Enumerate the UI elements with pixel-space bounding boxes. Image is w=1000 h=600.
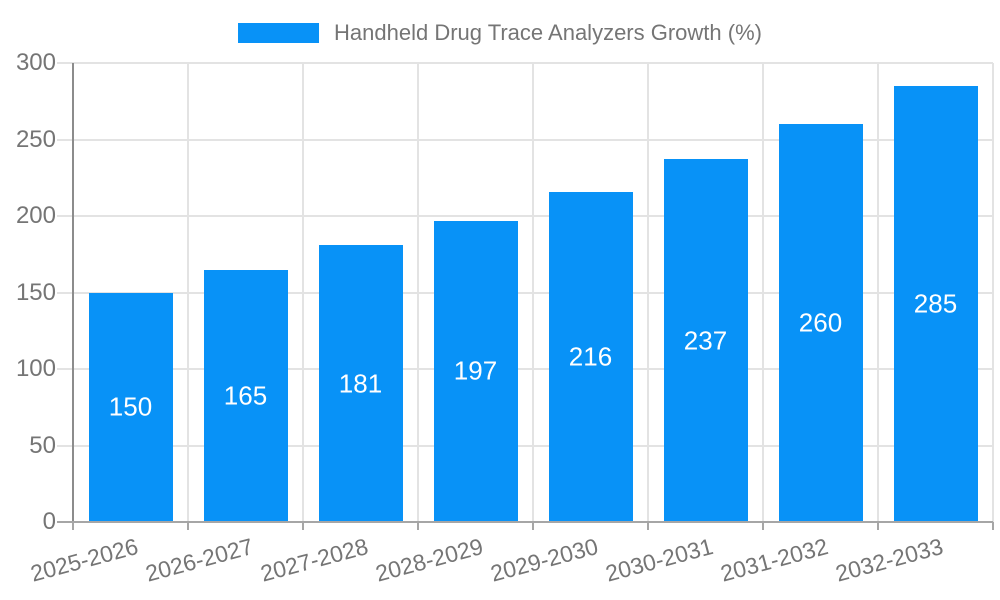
y-axis-tick-label: 0 [42, 508, 56, 535]
x-axis-line [57, 521, 993, 523]
x-axis-tick-label: 2030-2031 [602, 533, 716, 587]
x-axis-tick-label: 2031-2032 [717, 533, 831, 587]
bar-value-label: 197 [453, 355, 498, 386]
bar[interactable]: 260 [778, 124, 863, 522]
legend-color-swatch [238, 23, 320, 43]
x-axis-tick [992, 522, 994, 530]
x-axis-tick-label: 2029-2030 [487, 533, 601, 587]
y-axis-tick-label: 100 [15, 355, 56, 382]
x-gridline [302, 63, 304, 522]
bar[interactable]: 150 [88, 292, 173, 522]
x-gridline [992, 63, 994, 522]
x-gridline [762, 63, 764, 522]
bar-value-label: 260 [798, 307, 843, 338]
y-gridline [57, 62, 993, 64]
y-axis-tick-label: 50 [29, 431, 56, 459]
x-axis-tick-label: 2027-2028 [257, 533, 371, 587]
bar[interactable]: 216 [548, 191, 633, 522]
bar-value-label: 181 [338, 368, 383, 399]
chart-title: Handheld Drug Trace Analyzers Growth (%) [334, 20, 762, 45]
bar-value-label: 165 [223, 380, 268, 411]
x-axis-tick [532, 522, 534, 530]
x-gridline [877, 63, 879, 522]
y-gridline [57, 368, 993, 370]
x-gridline [647, 63, 649, 522]
bar[interactable]: 197 [433, 220, 518, 522]
bar[interactable]: 285 [893, 85, 978, 522]
x-axis-tick-label: 2028-2029 [372, 533, 486, 587]
y-axis-tick-label: 200 [15, 202, 56, 229]
y-axis-line [72, 63, 74, 530]
x-axis-tick [302, 522, 304, 530]
x-axis-tick [762, 522, 764, 530]
x-axis-tick [72, 522, 74, 530]
x-axis-tick [877, 522, 879, 530]
x-axis-tick [417, 522, 419, 530]
x-gridline [187, 63, 189, 522]
chart-legend-item[interactable]: Handheld Drug Trace Analyzers Growth (%) [238, 20, 762, 46]
bar-value-label: 285 [913, 288, 958, 319]
x-axis-tick-label: 2032-2033 [832, 533, 946, 587]
x-gridline [532, 63, 534, 522]
y-axis-tick-label: 300 [15, 49, 56, 76]
y-axis-tick-label: 150 [15, 278, 56, 306]
x-axis-tick-label: 2025-2026 [27, 533, 141, 587]
y-axis-tick-label: 250 [15, 125, 56, 153]
x-axis-tick [187, 522, 189, 530]
y-gridline [57, 444, 993, 447]
y-gridline [57, 215, 993, 217]
bar-value-label: 237 [683, 325, 728, 356]
plot-area: 150 165 181 197 216 237 260 285 [57, 62, 994, 530]
bar[interactable]: 165 [203, 269, 288, 522]
x-axis-tick-label: 2026-2027 [142, 533, 256, 587]
bar-value-label: 216 [568, 341, 613, 372]
y-gridline [57, 291, 993, 294]
bar-value-label: 150 [108, 391, 153, 422]
x-gridline [417, 63, 419, 522]
x-axis-tick [647, 522, 649, 530]
bar[interactable]: 181 [318, 245, 403, 522]
bar[interactable]: 237 [663, 159, 748, 522]
y-gridline [57, 138, 993, 141]
